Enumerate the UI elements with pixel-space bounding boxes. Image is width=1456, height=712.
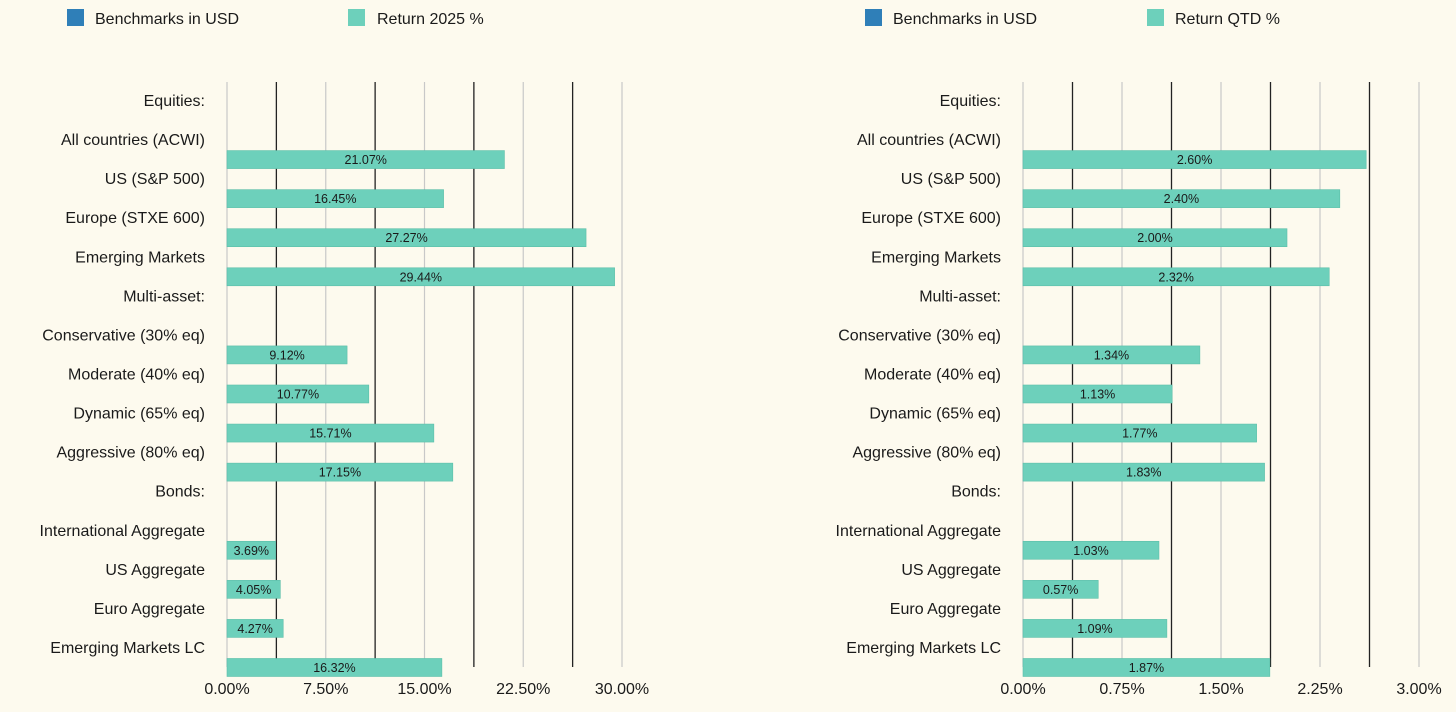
chart2-x-tick-label: 1.50%: [1198, 681, 1243, 698]
chart2-data-label: 2.60%: [1177, 153, 1212, 167]
chart1-x-tick-label: 0.00%: [204, 681, 249, 698]
chart1-category-label: All countries (ACWI): [61, 132, 205, 149]
chart2-data-label: 2.32%: [1158, 270, 1193, 284]
chart1-x-tick-label: 7.50%: [303, 681, 348, 698]
chart2-bar: [1022, 658, 1271, 677]
chart1-data-label: 4.05%: [236, 583, 271, 597]
chart2-bar: [1022, 150, 1367, 169]
chart2-data-label: 1.03%: [1073, 544, 1108, 558]
chart1-data-label: 21.07%: [345, 153, 387, 167]
chart1-legend-label-returns: Return 2025 %: [377, 11, 484, 28]
chart2-category-label: Dynamic (65% eq): [869, 406, 1001, 423]
chart1-x-tick-label: 22.50%: [496, 681, 550, 698]
chart1-category-label: Moderate (40% eq): [68, 366, 205, 383]
chart2-legend-label-returns: Return QTD %: [1175, 11, 1280, 28]
chart2-data-label: 2.00%: [1137, 231, 1172, 245]
chart2-bar: [1022, 267, 1330, 287]
chart2-data-label: 1.77%: [1122, 427, 1157, 441]
chart2-category-label: Bonds:: [951, 484, 1001, 501]
chart1-category-label: Euro Aggregate: [94, 601, 205, 618]
chart1-x-tick-label: 30.00%: [595, 681, 649, 698]
chart2-category-label: Europe (STXE 600): [861, 210, 1001, 227]
chart2-x-tick-label: 0.75%: [1099, 681, 1144, 698]
chart2-category-label: Aggressive (80% eq): [852, 445, 1001, 462]
chart2-bar: [1022, 619, 1168, 638]
chart2-bar: [1022, 345, 1201, 365]
chart1-data-label: 3.69%: [234, 544, 269, 558]
chart1-bar: [226, 228, 587, 248]
chart2-bar: [1022, 228, 1288, 248]
chart1-bar: [226, 540, 276, 560]
chart2-bar: [1022, 540, 1160, 560]
chart2-data-label: 1.13%: [1080, 387, 1115, 401]
chart2-category-label: Multi-asset:: [919, 288, 1001, 305]
chart2-category-label: Equities:: [940, 93, 1001, 110]
chart1-bar: [226, 580, 281, 599]
chart2-bar: [1022, 423, 1257, 443]
chart2-category-label: International Aggregate: [836, 523, 1002, 540]
chart1-bar: [226, 423, 435, 443]
chart2-category-label: Emerging Markets LC: [846, 640, 1001, 657]
chart2-data-label: 1.83%: [1126, 466, 1161, 480]
chart2-category-label: US Aggregate: [901, 562, 1001, 579]
chart2-x-tick-label: 3.00%: [1396, 681, 1441, 698]
chart2-bar: [1022, 384, 1173, 404]
chart1-bar: [226, 267, 615, 287]
chart1-data-label: 16.32%: [313, 661, 355, 675]
chart1-data-label: 27.27%: [385, 231, 427, 245]
chart2-category-label: Emerging Markets: [871, 249, 1001, 266]
chart2-x-tick-label: 2.25%: [1297, 681, 1342, 698]
chart2-data-label: 1.09%: [1077, 622, 1112, 636]
chart2-data-label: 1.87%: [1129, 661, 1164, 675]
chart1-category-label: Multi-asset:: [123, 288, 205, 305]
chart1-category-label: Dynamic (65% eq): [73, 406, 205, 423]
chart2-bar: [1022, 462, 1265, 482]
chart1-category-label: Bonds:: [155, 484, 205, 501]
chart2-legend-swatch-benchmarks: [865, 9, 882, 26]
chart1-category-label: International Aggregate: [40, 523, 206, 540]
chart2-data-label: 2.40%: [1164, 192, 1199, 206]
chart1-data-label: 17.15%: [319, 466, 361, 480]
chart1-bar: [226, 150, 505, 169]
chart2-category-label: Moderate (40% eq): [864, 366, 1001, 383]
chart2-category-label: US (S&P 500): [901, 171, 1001, 188]
chart2-bar: [1022, 189, 1341, 208]
chart2-data-label: 0.57%: [1043, 583, 1078, 597]
chart1-legend-label-benchmarks: Benchmarks in USD: [95, 11, 239, 28]
chart1-category-label: Conservative (30% eq): [42, 327, 205, 344]
chart2-category-label: Euro Aggregate: [890, 601, 1001, 618]
chart1-x-tick-label: 15.00%: [397, 681, 451, 698]
chart1-data-label: 4.27%: [237, 622, 272, 636]
chart1-data-label: 10.77%: [277, 387, 319, 401]
chart1-category-label: Equities:: [144, 93, 205, 110]
chart1-bar: [226, 384, 370, 404]
chart1-bar: [226, 345, 348, 365]
chart1-data-label: 29.44%: [400, 270, 442, 284]
chart1-bar: [226, 462, 454, 482]
chart2-legend-swatch-returns: [1147, 9, 1164, 26]
chart1-category-label: Europe (STXE 600): [65, 210, 205, 227]
chart1-data-label: 15.71%: [309, 427, 351, 441]
chart1-legend-swatch-returns: [348, 9, 365, 26]
chart1-data-label: 9.12%: [269, 348, 304, 362]
chart2-x-tick-label: 0.00%: [1000, 681, 1045, 698]
chart1-category-label: Aggressive (80% eq): [56, 445, 205, 462]
chart1-category-label: US Aggregate: [105, 562, 205, 579]
chart1-category-label: Emerging Markets LC: [50, 640, 205, 657]
chart2-legend-label-benchmarks: Benchmarks in USD: [893, 11, 1037, 28]
chart1-bar: [226, 658, 443, 677]
chart1-bar: [226, 619, 284, 638]
chart2-category-label: All countries (ACWI): [857, 132, 1001, 149]
chart1-legend-swatch-benchmarks: [67, 9, 84, 26]
chart2-bar: [1022, 580, 1099, 599]
chart1-category-label: US (S&P 500): [105, 171, 205, 188]
chart1-category-label: Emerging Markets: [75, 249, 205, 266]
chart1-data-label: 16.45%: [314, 192, 356, 206]
chart2-data-label: 1.34%: [1094, 348, 1129, 362]
chart2-category-label: Conservative (30% eq): [838, 327, 1001, 344]
chart1-bar: [226, 189, 444, 208]
